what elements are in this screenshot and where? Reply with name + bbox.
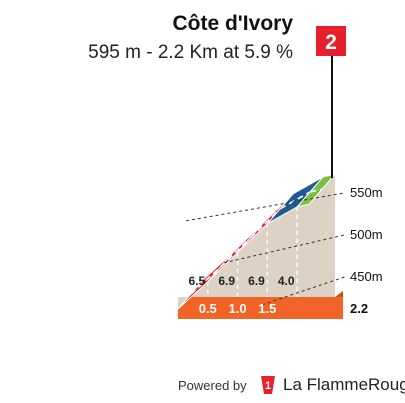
segment-centerline	[190, 266, 222, 295]
gradient-label: 4.0	[278, 274, 295, 288]
climb-profile-chart: 450m 500m 550m 6.5 6.9 6.9 4.0 0.5 1.0 1.5 2.2 2	[177, 26, 383, 319]
elevation-tick-label: 550m	[350, 185, 383, 200]
gradient-label: 6.9	[248, 274, 265, 288]
base-band	[178, 297, 343, 319]
brand-name: La FlammeRouge	[283, 375, 405, 394]
segment-centerline	[279, 191, 311, 210]
svg-text:1: 1	[265, 380, 271, 392]
segment-centerline	[249, 208, 281, 239]
elevation-tick-label: 450m	[350, 269, 383, 284]
category-flag	[316, 26, 346, 56]
flame-rouge-logo-icon: 1	[261, 376, 275, 394]
elevation-gridline	[261, 276, 346, 306]
segment-centerline	[220, 237, 252, 268]
footer: Powered by 1 La FlammeRouge	[0, 372, 405, 398]
climb-name: Côte d'Ivory	[172, 12, 293, 35]
base-band-edge	[335, 291, 343, 297]
segment-centerline	[309, 188, 323, 193]
category-flag-label: 2	[325, 31, 337, 54]
powered-by-text: Powered by	[178, 378, 247, 393]
elevation-tick-label: 500m	[350, 227, 383, 242]
elevation-gridline	[223, 234, 346, 264]
climb-stats: 595 m - 2.2 Km at 5.9 %	[88, 42, 293, 63]
total-distance-label: 2.2	[350, 301, 368, 316]
gradient-label: 6.5	[189, 274, 206, 288]
elevation-gridline	[185, 192, 346, 222]
gradient-segment-4	[295, 173, 337, 208]
distance-tick-label: 1.0	[229, 301, 247, 316]
distance-tick-label: 1.5	[258, 301, 276, 316]
gradient-label: 6.9	[218, 274, 235, 288]
distance-tick-label: 0.5	[199, 301, 217, 316]
